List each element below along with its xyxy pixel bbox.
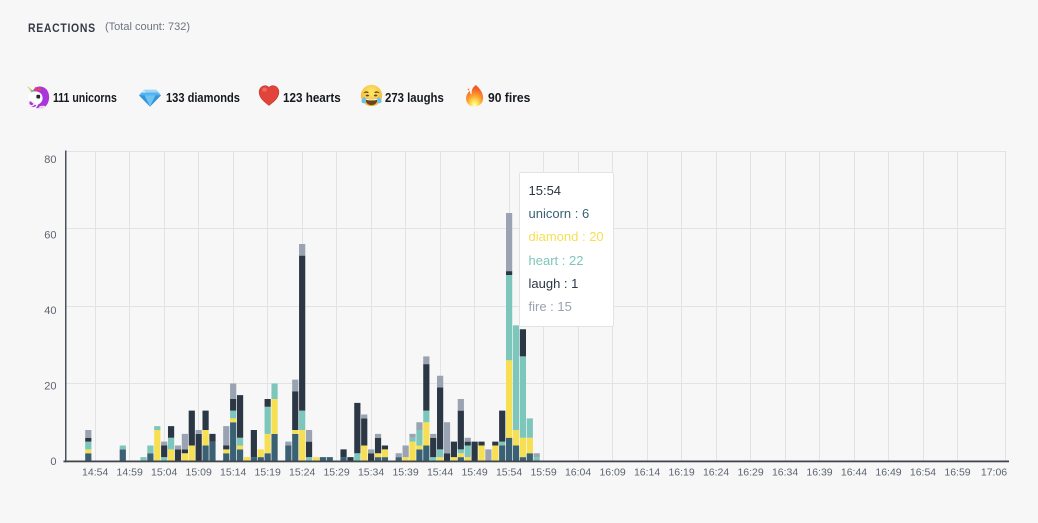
- svg-text:16:19: 16:19: [668, 467, 694, 479]
- svg-text:16:49: 16:49: [875, 467, 901, 479]
- svg-text:80: 80: [44, 154, 56, 166]
- svg-text:15:09: 15:09: [186, 467, 212, 479]
- svg-text:15:54: 15:54: [496, 467, 522, 479]
- svg-text:40: 40: [44, 305, 56, 317]
- svg-text:16:09: 16:09: [599, 467, 625, 479]
- svg-text:15:24: 15:24: [289, 467, 315, 479]
- svg-text:16:29: 16:29: [737, 467, 763, 479]
- svg-text:16:59: 16:59: [944, 467, 970, 479]
- svg-text:60: 60: [44, 229, 56, 241]
- svg-text:15:29: 15:29: [323, 467, 349, 479]
- svg-text:16:14: 16:14: [634, 467, 660, 479]
- svg-text:16:44: 16:44: [841, 467, 867, 479]
- svg-text:15:34: 15:34: [358, 467, 384, 479]
- svg-text:14:54: 14:54: [82, 467, 108, 479]
- svg-text:17:06: 17:06: [981, 467, 1007, 479]
- svg-text:14:59: 14:59: [117, 467, 143, 479]
- svg-text:20: 20: [44, 380, 56, 392]
- svg-text:15:59: 15:59: [530, 467, 556, 479]
- svg-text:15:49: 15:49: [461, 467, 487, 479]
- svg-text:16:54: 16:54: [910, 467, 936, 479]
- svg-text:15:19: 15:19: [255, 467, 281, 479]
- svg-text:16:34: 16:34: [772, 467, 798, 479]
- svg-text:15:44: 15:44: [427, 467, 453, 479]
- svg-text:15:04: 15:04: [151, 467, 177, 479]
- svg-text:16:24: 16:24: [703, 467, 729, 479]
- svg-text:15:39: 15:39: [392, 467, 418, 479]
- svg-text:0: 0: [50, 456, 56, 468]
- svg-text:15:14: 15:14: [220, 467, 246, 479]
- svg-text:16:04: 16:04: [565, 467, 591, 479]
- svg-text:16:39: 16:39: [806, 467, 832, 479]
